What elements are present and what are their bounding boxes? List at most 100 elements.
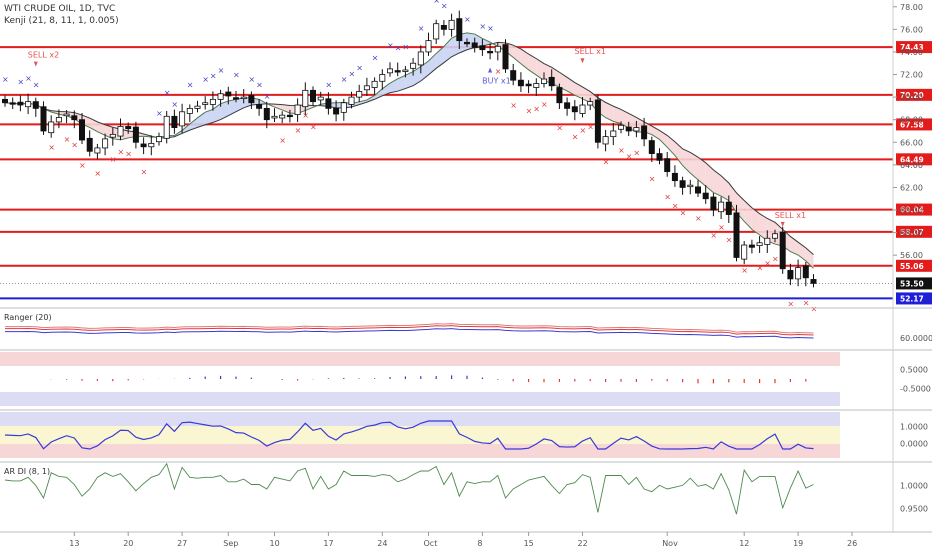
x-marker: × bbox=[649, 174, 656, 183]
candle-body bbox=[802, 265, 809, 279]
x-marker: × bbox=[125, 150, 132, 159]
cloud-segment bbox=[220, 101, 229, 120]
candle-body bbox=[379, 74, 386, 82]
candle-body bbox=[186, 107, 193, 114]
x-marker: × bbox=[495, 67, 502, 76]
candle-body bbox=[333, 107, 340, 115]
candle-body bbox=[425, 40, 432, 53]
candle-body bbox=[541, 78, 548, 84]
candle-body bbox=[263, 107, 270, 121]
y-tick-label: 70.00 bbox=[900, 93, 923, 102]
candle-body bbox=[63, 113, 70, 117]
candle-body bbox=[394, 70, 401, 73]
x-marker: × bbox=[325, 81, 332, 90]
cloud-segment bbox=[621, 109, 629, 128]
x-marker: × bbox=[672, 202, 679, 211]
x-marker: × bbox=[441, 2, 448, 11]
candle-body bbox=[217, 93, 224, 100]
candle-body bbox=[17, 101, 24, 106]
indicator-panels: Ranger (20)60.0000MSI (10)0.5000-0.5000T… bbox=[0, 307, 932, 515]
candle-body bbox=[741, 244, 748, 260]
candle-body bbox=[240, 96, 247, 100]
price-axis: 78.00 76.00 74.00 72.00 70.00 68.00 66.00 64.00… bbox=[892, 0, 923, 532]
candle-body bbox=[517, 79, 524, 87]
panel-title: Ranger (20) bbox=[4, 313, 52, 322]
x-marker: × bbox=[726, 235, 733, 244]
candle-body bbox=[125, 126, 132, 130]
x-marker: × bbox=[572, 133, 579, 142]
x-marker: × bbox=[349, 69, 356, 78]
candle-body bbox=[548, 76, 555, 87]
x-marker: × bbox=[803, 299, 810, 308]
candle-body bbox=[256, 104, 263, 109]
candle-body bbox=[679, 180, 686, 188]
x-marker: × bbox=[787, 300, 794, 309]
x-marker: × bbox=[395, 43, 402, 52]
x-marker: × bbox=[680, 208, 687, 217]
panel-tick: 1.0000 bbox=[900, 423, 928, 432]
last-price-label: 53.50 bbox=[900, 279, 924, 288]
level-label: 52.17 bbox=[900, 294, 924, 303]
x-marker: × bbox=[110, 155, 117, 164]
cloud-segment bbox=[574, 82, 583, 99]
candle-body bbox=[795, 267, 802, 280]
cloud-segment bbox=[97, 121, 106, 136]
cloud-segment bbox=[443, 38, 452, 63]
y-tick-label: 74.00 bbox=[900, 48, 923, 57]
cloud-segment bbox=[536, 58, 544, 81]
x-marker: × bbox=[302, 111, 309, 120]
cloud-segment bbox=[751, 207, 760, 235]
x-marker: × bbox=[202, 75, 209, 84]
x-marker: × bbox=[449, 0, 456, 2]
time-axis: 13 20 27 Sep 10 17 24 Oct 8 15 22 Nov 12 19 26 bbox=[0, 531, 932, 548]
candle-body bbox=[756, 242, 763, 246]
candle-body bbox=[510, 70, 517, 81]
y-tick-label: 78.00 bbox=[900, 3, 923, 12]
candle-body bbox=[202, 102, 209, 105]
ardi-line bbox=[4, 462, 814, 515]
level-label: 67.58 bbox=[900, 120, 924, 129]
candle-body bbox=[248, 95, 255, 104]
signal-arrow bbox=[580, 58, 585, 64]
candle-body bbox=[625, 126, 632, 132]
ranger-line bbox=[4, 325, 814, 336]
y-tick-label: 64.00 bbox=[900, 161, 923, 170]
cloud-segment bbox=[605, 102, 614, 122]
candle-body bbox=[810, 279, 817, 284]
x-tick-label: 13 bbox=[69, 539, 79, 548]
candle-body bbox=[664, 158, 671, 173]
cloud-segment bbox=[744, 200, 752, 230]
candle-body bbox=[494, 45, 501, 53]
candle-body bbox=[648, 140, 655, 154]
candle-body bbox=[533, 83, 540, 88]
y-tick-label: 56.00 bbox=[900, 251, 923, 260]
cloud-segment bbox=[236, 97, 244, 112]
signal-arrow bbox=[488, 67, 493, 73]
candle-body bbox=[602, 136, 609, 145]
candle-body bbox=[448, 19, 455, 30]
candle-body bbox=[710, 196, 717, 211]
candle-body bbox=[371, 80, 378, 88]
level-tag bbox=[896, 88, 932, 101]
msi-lower-band bbox=[0, 392, 840, 406]
candle-body bbox=[764, 237, 771, 245]
cloud-segment bbox=[274, 104, 283, 110]
x-marker: × bbox=[2, 75, 9, 84]
cloud-segment bbox=[397, 75, 406, 92]
candle-body bbox=[363, 85, 370, 91]
candle-body bbox=[587, 101, 594, 106]
candle-body bbox=[471, 42, 478, 48]
cloud-segment bbox=[520, 48, 529, 70]
x-marker: × bbox=[141, 168, 148, 177]
level-tag bbox=[896, 118, 932, 131]
panel-tick: 1.0000 bbox=[900, 481, 928, 490]
x-marker: × bbox=[556, 124, 563, 133]
x-tick-label: Sep bbox=[223, 539, 238, 548]
x-marker: × bbox=[618, 146, 625, 155]
signal-label: SELL x1 bbox=[575, 47, 606, 56]
candle-body bbox=[571, 106, 578, 113]
x-marker: × bbox=[764, 259, 771, 268]
candle-body bbox=[386, 68, 393, 74]
cloud-segment bbox=[513, 45, 521, 64]
x-marker: × bbox=[248, 75, 255, 84]
